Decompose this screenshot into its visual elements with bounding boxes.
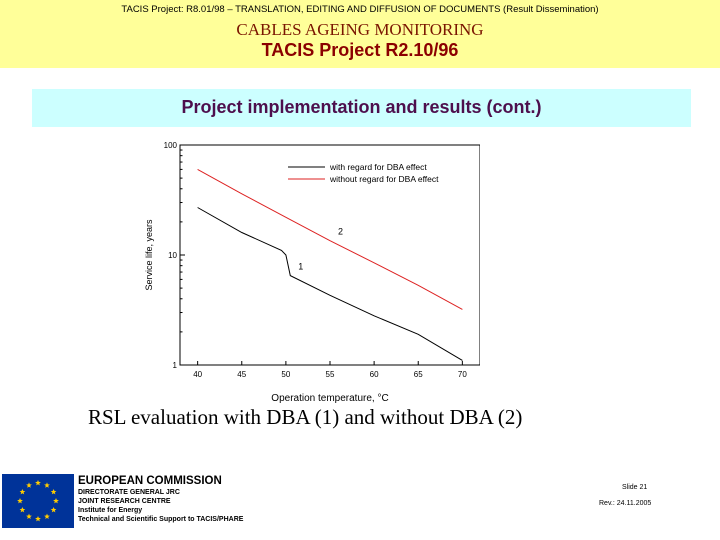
series-line-1 bbox=[197, 207, 463, 361]
series-number-label: 2 bbox=[338, 227, 343, 237]
flag-star bbox=[35, 516, 41, 522]
footer-org-name: EUROPEAN COMMISSION bbox=[78, 475, 222, 487]
y-tick-label: 100 bbox=[164, 141, 178, 150]
x-tick-label: 45 bbox=[237, 370, 246, 379]
x-tick-label: 40 bbox=[193, 370, 202, 379]
y-tick-label: 1 bbox=[173, 361, 178, 370]
footer-dg: DIRECTORATE GENERAL JRC bbox=[78, 489, 180, 496]
project-subtitle: TACIS Project R2.10/96 bbox=[261, 40, 459, 60]
footer-institute: Institute for Energy bbox=[78, 507, 143, 514]
x-axis-label: Operation temperature, °C bbox=[271, 393, 388, 404]
flag-star bbox=[26, 482, 32, 488]
y-axis-label: Service life, years bbox=[144, 219, 154, 291]
flag-star bbox=[19, 489, 26, 495]
figure-caption: RSL evaluation with DBA (1) and without … bbox=[88, 405, 523, 429]
x-tick-label: 65 bbox=[414, 370, 423, 379]
flag-star bbox=[50, 489, 57, 495]
chart-legend: with regard for DBA effect without regard… bbox=[288, 162, 439, 184]
flag-star bbox=[17, 498, 23, 504]
footer-support: Technical and Scientific Support to TACI… bbox=[78, 516, 244, 523]
legend-entry: with regard for DBA effect bbox=[329, 162, 427, 172]
x-tick-label: 70 bbox=[458, 370, 467, 379]
x-tick-label: 55 bbox=[326, 370, 335, 379]
flag-star bbox=[44, 482, 50, 488]
main-title: CABLES AGEING MONITORING bbox=[236, 20, 484, 39]
flag-star bbox=[50, 507, 57, 513]
flag-star bbox=[19, 507, 26, 513]
flag-star bbox=[26, 513, 32, 519]
series-line-2 bbox=[197, 168, 463, 310]
x-tick-label: 60 bbox=[370, 370, 379, 379]
footer-jrc: JOINT RESEARCH CENTRE bbox=[78, 498, 171, 505]
slide-number: Slide 21 bbox=[622, 484, 648, 491]
y-tick-label: 10 bbox=[168, 251, 177, 260]
project-line: TACIS Project: R8.01/98 – TRANSLATION, E… bbox=[121, 4, 599, 15]
revision-date: Rev.: 24.11.2005 bbox=[599, 500, 652, 507]
service-life-chart: 40 45 50 55 60 65 70 1 10 100 1 2 with regard for… bbox=[144, 141, 480, 404]
x-tick-label: 50 bbox=[281, 370, 290, 379]
eu-flag-logo bbox=[2, 474, 74, 528]
slide-title-bar: Project implementation and results (cont… bbox=[32, 89, 691, 127]
series-number-label: 1 bbox=[298, 262, 303, 272]
slide-title: Project implementation and results (cont… bbox=[181, 97, 542, 117]
flag-star bbox=[35, 480, 41, 486]
legend-entry: without regard for DBA effect bbox=[329, 174, 439, 184]
flag-star bbox=[53, 498, 59, 504]
footer-organization: EUROPEAN COMMISSION DIRECTORATE GENERAL … bbox=[78, 475, 243, 524]
header-banner: TACIS Project: R8.01/98 – TRANSLATION, E… bbox=[0, 0, 720, 68]
flag-star bbox=[44, 513, 50, 519]
